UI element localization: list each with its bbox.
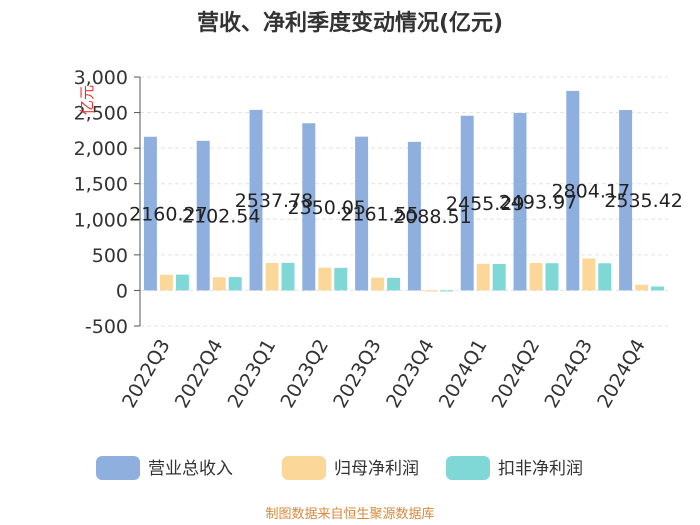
x-tick-label: 2022Q3 (118, 336, 175, 412)
value-labels: 2160.272102.542537.782350.052161.552088.… (129, 181, 683, 228)
bars (143, 90, 665, 292)
x-tick-label: 2023Q3 (329, 336, 386, 412)
legend-swatch (282, 456, 326, 480)
legend-swatch (446, 456, 490, 480)
bar-营业总收入-2023Q1 (249, 109, 263, 291)
x-tick-label: 2023Q2 (276, 336, 333, 412)
x-tick-label: 2024Q3 (540, 336, 597, 412)
grid-lines (140, 76, 668, 327)
bar-营业总收入-2023Q3 (355, 136, 369, 291)
bar-扣非净利润-2023Q1 (281, 262, 295, 291)
x-tick-label: 2024Q2 (488, 336, 545, 412)
y-axis: 3,000 2,500 2,000 1,500 1,000 500 0 -500 (74, 67, 141, 338)
legend-label: 营业总收入 (148, 459, 233, 479)
source-note: 制图数据来自恒生聚源数据库 (265, 506, 434, 522)
legend: 营业总收入 归母净利润 扣非净利润 (96, 456, 583, 480)
y-axis-unit: 亿元 (78, 85, 96, 115)
bar-营业总收入-2024Q3 (566, 90, 580, 291)
y-tick-label: 2,500 (74, 103, 128, 125)
bar-营业总收入-2023Q2 (302, 123, 316, 291)
value-label: 2161.55 (340, 204, 419, 226)
value-label: 2160.27 (129, 204, 208, 226)
y-tick-label: 500 (92, 245, 128, 267)
bar-扣非净利润-2023Q4 (439, 290, 453, 292)
legend-label: 扣非净利润 (498, 459, 583, 479)
bar-扣非净利润-2023Q3 (387, 277, 401, 291)
bar-归母净利润-2024Q3 (582, 258, 596, 291)
legend-swatch (96, 456, 140, 480)
bar-营业总收入-2022Q3 (143, 136, 157, 291)
value-label: 2537.78 (235, 190, 314, 212)
bar-扣非净利润-2022Q3 (175, 274, 189, 291)
value-label: 2088.51 (393, 206, 472, 228)
x-tick-label: 2023Q4 (382, 336, 439, 412)
value-label: 2455.29 (446, 193, 525, 215)
bar-归母净利润-2024Q1 (476, 263, 490, 291)
y-tick-label: 1,500 (74, 174, 128, 196)
y-tick-label: -500 (85, 316, 128, 338)
value-label: 2535.42 (604, 190, 683, 212)
legend-label: 归母净利润 (334, 459, 419, 479)
x-tick-label: 2022Q4 (171, 336, 228, 412)
y-tick-label: 3,000 (74, 67, 128, 89)
value-label: 2493.97 (499, 192, 578, 214)
bar-扣非净利润-2024Q3 (598, 263, 612, 291)
bar-营业总收入-2024Q2 (513, 113, 527, 291)
value-label: 2350.05 (288, 197, 367, 219)
chart-title: 营收、净利季度变动情况(亿元) (197, 10, 503, 36)
bar-归母净利润-2024Q2 (529, 263, 543, 291)
x-tick-label: 2024Q4 (593, 336, 650, 412)
bar-营业总收入-2024Q1 (460, 115, 474, 291)
bar-归母净利润-2022Q3 (159, 274, 173, 291)
x-tick-label: 2024Q1 (435, 336, 492, 412)
bar-归母净利润-2022Q4 (212, 277, 226, 291)
bar-归母净利润-2023Q1 (265, 263, 279, 291)
bar-归母净利润-2023Q3 (371, 277, 385, 291)
bar-营业总收入-2023Q4 (407, 141, 421, 291)
bar-扣非净利润-2022Q4 (228, 277, 242, 291)
x-axis: 2022Q32022Q42023Q12023Q22023Q32023Q42024… (118, 336, 650, 412)
bar-扣非净利润-2024Q2 (545, 263, 559, 291)
bar-归母净利润-2023Q4 (423, 290, 437, 292)
y-tick-label: 0 (116, 280, 128, 302)
y-tick-label: 2,000 (74, 138, 128, 160)
bar-营业总收入-2024Q4 (619, 110, 633, 291)
bar-归母净利润-2023Q2 (318, 267, 332, 291)
bar-扣非净利润-2024Q4 (651, 286, 665, 291)
bar-扣非净利润-2024Q1 (492, 263, 506, 291)
value-label: 2102.54 (182, 206, 261, 228)
value-label: 2804.17 (552, 181, 631, 203)
bar-营业总收入-2022Q4 (196, 140, 210, 291)
x-tick-label: 2023Q1 (224, 336, 281, 412)
bar-归母净利润-2024Q4 (635, 284, 649, 291)
y-tick-label: 1,000 (74, 209, 128, 231)
bar-扣非净利润-2023Q2 (334, 267, 348, 291)
